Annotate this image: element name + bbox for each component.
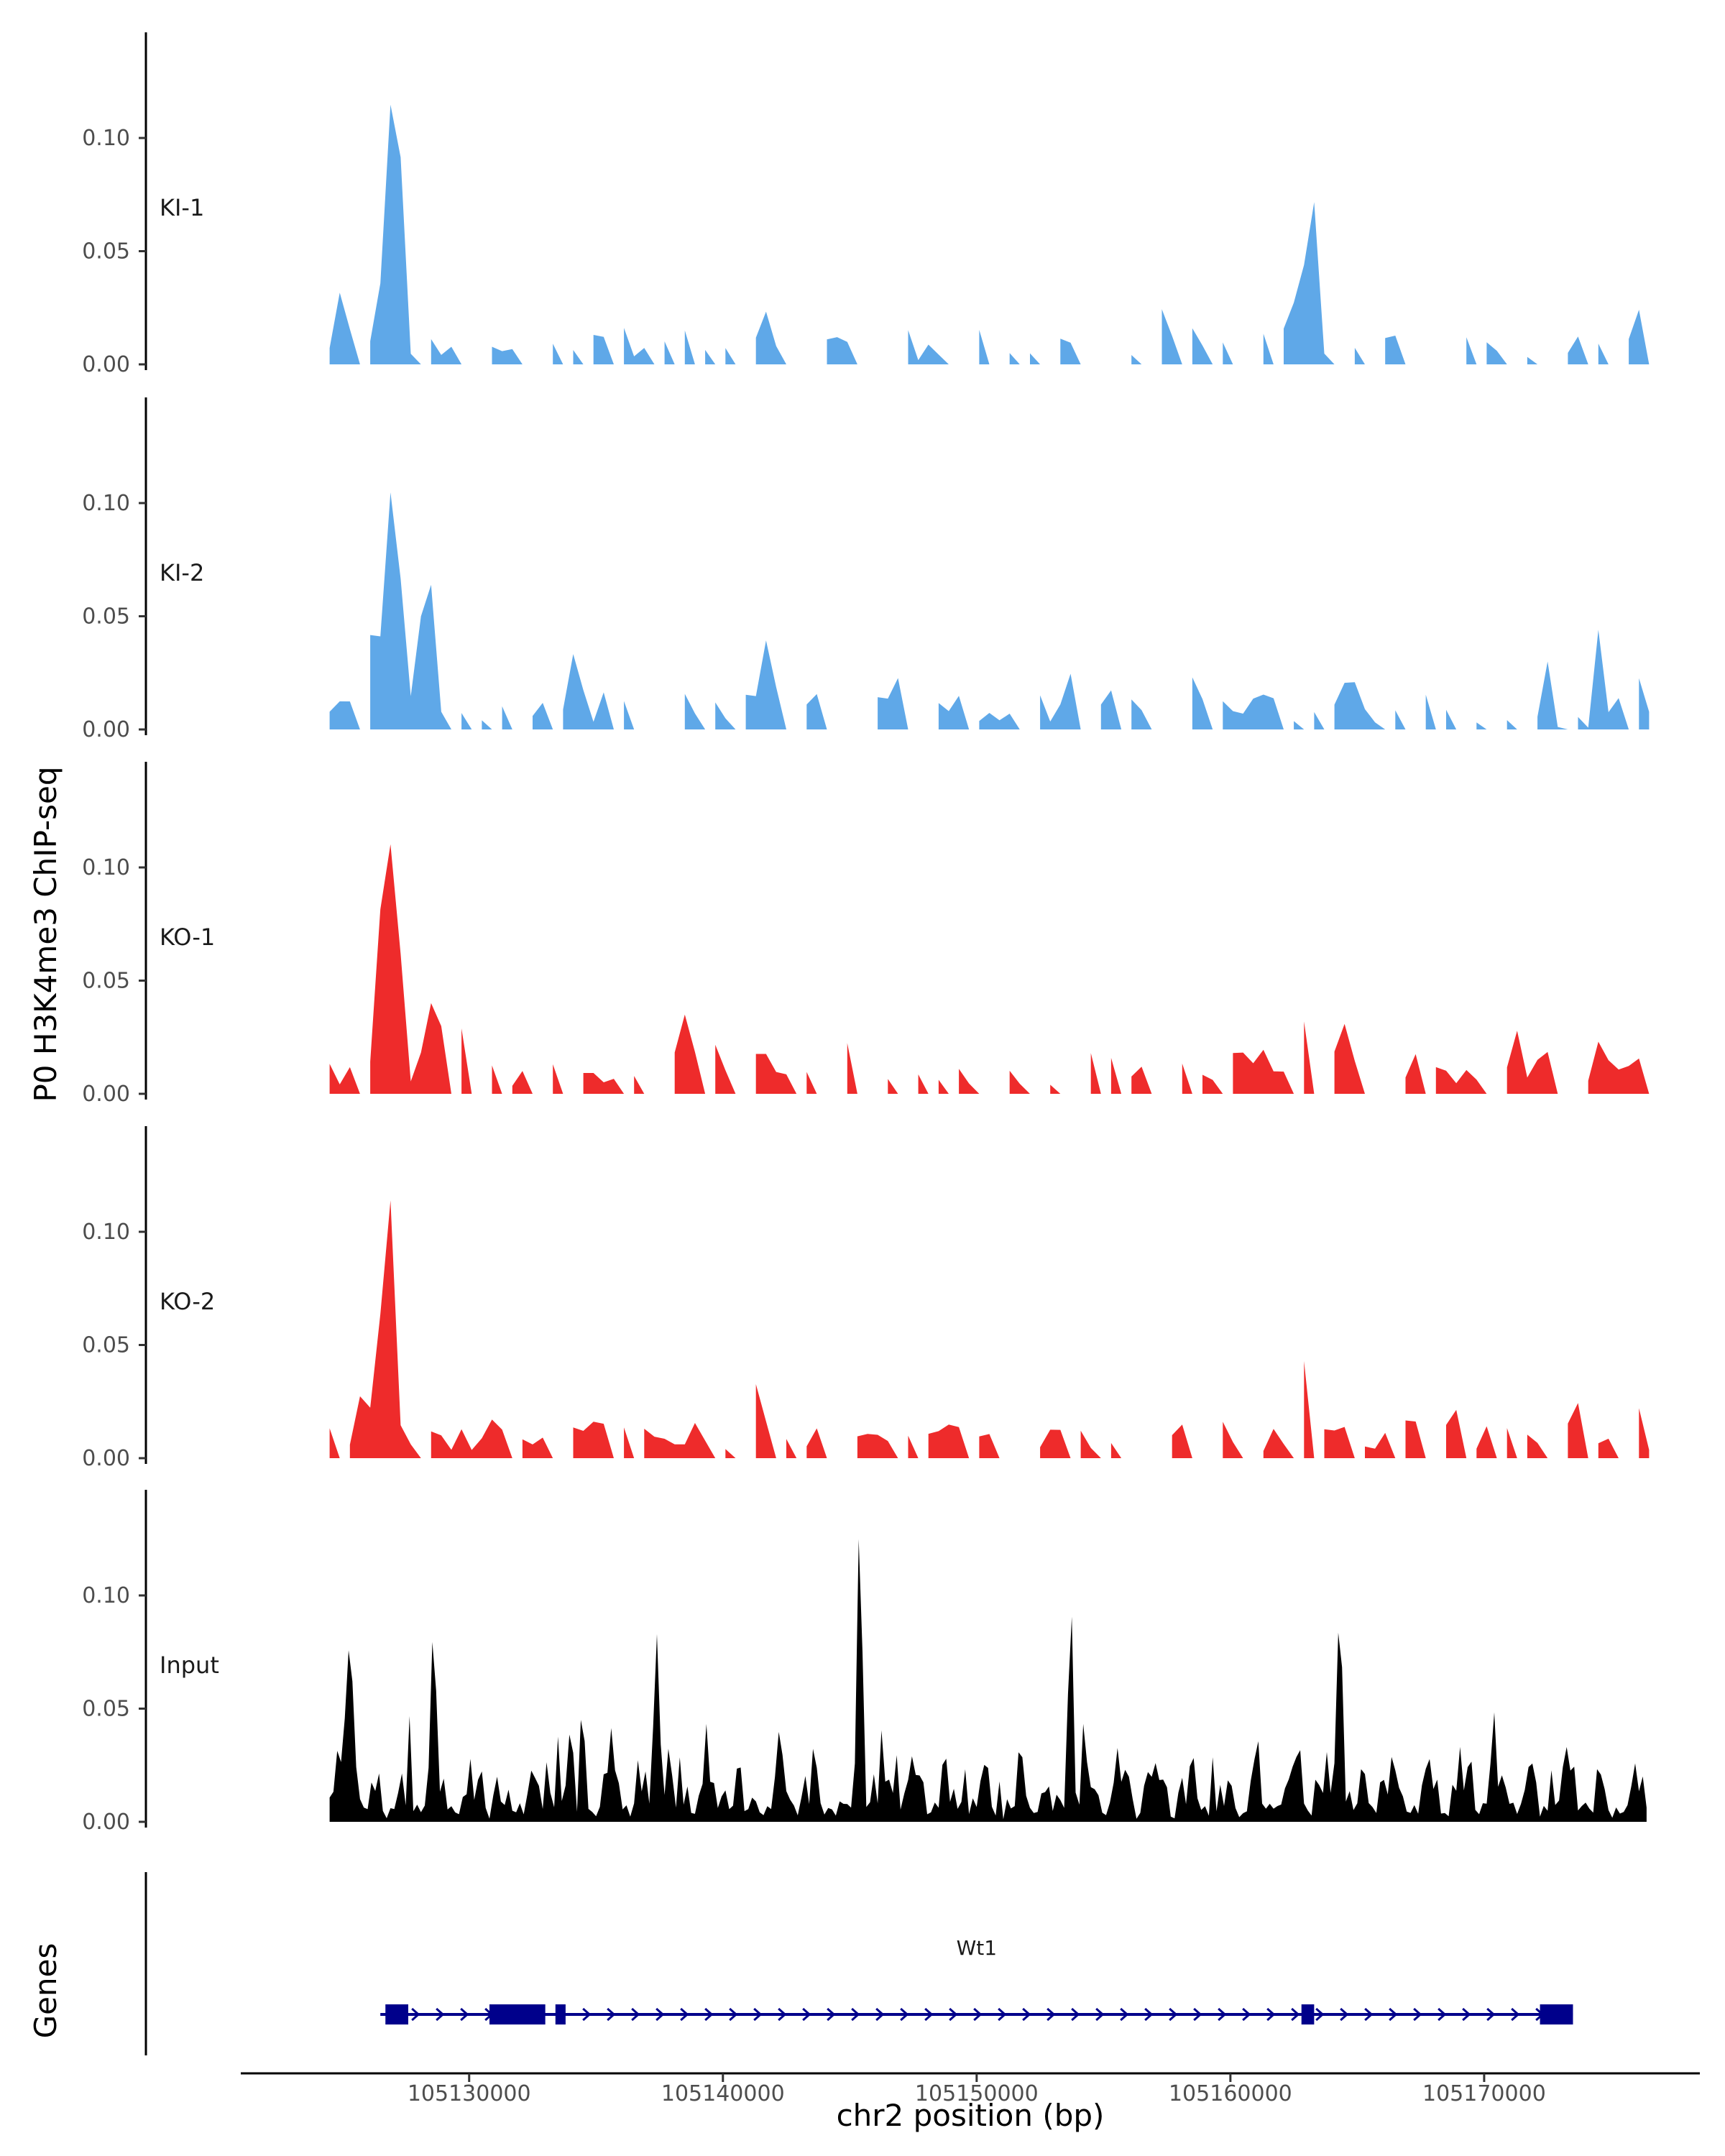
panel-label: KI-1: [160, 194, 204, 221]
strand-arrow: [1218, 2007, 1227, 2022]
strand-arrow: [1120, 2007, 1129, 2022]
signal-area-input: [329, 1539, 1647, 1822]
signal-area-ko-1: [329, 844, 1650, 1094]
strand-arrow: [753, 2007, 763, 2022]
strand-arrow: [827, 2007, 836, 2022]
strand-arrow: [631, 2007, 640, 2022]
exon: [1540, 2004, 1573, 2024]
exon: [385, 2004, 409, 2024]
strand-arrow: [607, 2007, 616, 2022]
strand-arrow: [656, 2007, 665, 2022]
strand-arrow: [1144, 2007, 1154, 2022]
y-tick-label: 0.00: [82, 717, 130, 742]
strand-arrow: [1438, 2007, 1447, 2022]
panel-input: 0.00 0.05 0.10 Input: [82, 1490, 1647, 1835]
y-axis-title: P0 H3K4me3 ChIP-seq: [28, 766, 63, 1102]
x-axis: 105130000 105140000 105150000 105160000 1051…: [241, 2072, 1700, 2106]
y-tick-label: 0.10: [82, 491, 130, 516]
y-tick-label: 0.00: [82, 352, 130, 377]
exon: [555, 2004, 566, 2024]
exon: [1301, 2004, 1315, 2024]
signal-area-ko-2: [329, 1200, 1650, 1458]
x-axis-title: chr2 position (bp): [837, 2098, 1105, 2133]
y-tick-label: 0.10: [82, 1583, 130, 1608]
strand-arrow: [924, 2007, 934, 2022]
y-tick-label: 0.10: [82, 126, 130, 151]
panel-ko-1: 0.00 0.05 0.10 KO-1: [82, 762, 1650, 1107]
strand-arrow: [1413, 2007, 1422, 2022]
panel-label: KO-1: [160, 923, 215, 951]
strand-arrow: [1266, 2007, 1276, 2022]
panel-label: KI-2: [160, 559, 204, 586]
strand-arrow: [778, 2007, 787, 2022]
gene-track-title: Genes: [28, 1943, 63, 2039]
y-tick-label: 0.05: [82, 1333, 130, 1358]
strand-arrow: [1340, 2007, 1349, 2022]
strand-arrow: [460, 2007, 469, 2022]
strand-arrow: [1315, 2007, 1325, 2022]
strand-arrow: [582, 2007, 592, 2022]
strand-arrow: [802, 2007, 811, 2022]
strand-arrow: [729, 2007, 738, 2022]
strand-arrow: [680, 2007, 689, 2022]
x-tick-label: 105150000: [915, 2081, 1039, 2106]
strand-arrow: [1046, 2007, 1056, 2022]
panel-ki-2: 0.00 0.05 0.10 KI-2: [82, 397, 1650, 742]
y-tick-label: 0.10: [82, 1220, 130, 1245]
strand-arrow: [949, 2007, 958, 2022]
signal-area-ki-1: [329, 104, 1650, 364]
strand-arrow: [998, 2007, 1007, 2022]
strand-arrow: [1462, 2007, 1471, 2022]
strand-arrow: [1389, 2007, 1398, 2022]
strand-arrow: [1486, 2007, 1496, 2022]
y-tick-label: 0.05: [82, 1697, 130, 1722]
strand-arrow: [704, 2007, 714, 2022]
strand-arrow: [411, 2007, 420, 2022]
strand-arrow: [973, 2007, 983, 2022]
strand-arrow: [1291, 2007, 1300, 2022]
strand-arrow: [1022, 2007, 1031, 2022]
signal-panels: 0.00 0.05 0.10 KI-1 0.00 0.05 0.10 KI-2 0.00 0.05…: [82, 32, 1650, 1835]
strand-arrow: [900, 2007, 909, 2022]
y-tick-label: 0.05: [82, 239, 130, 264]
strand-arrow: [875, 2007, 885, 2022]
x-tick-label: 105170000: [1422, 2081, 1546, 2106]
y-tick-label: 0.05: [82, 969, 130, 994]
strand-arrow: [436, 2007, 445, 2022]
strand-arrow: [1169, 2007, 1178, 2022]
strand-arrow: [1242, 2007, 1251, 2022]
strand-arrow: [1364, 2007, 1374, 2022]
y-tick-label: 0.00: [82, 1446, 130, 1471]
exon: [489, 2004, 546, 2024]
y-tick-label: 0.00: [82, 1810, 130, 1835]
x-tick-label: 105140000: [661, 2081, 785, 2106]
y-tick-label: 0.10: [82, 855, 130, 880]
strand-arrow: [1095, 2007, 1105, 2022]
panel-ko-2: 0.00 0.05 0.10 KO-2: [82, 1126, 1650, 1471]
gene-name-label: Wt1: [957, 1936, 997, 1960]
strand-arrow: [1511, 2007, 1520, 2022]
panel-label: Input: [160, 1651, 219, 1679]
strand-arrow: [1071, 2007, 1080, 2022]
y-tick-label: 0.05: [82, 604, 130, 630]
panel-label: KO-2: [160, 1288, 215, 1315]
x-tick-label: 105160000: [1169, 2081, 1292, 2106]
panel-ki-1: 0.00 0.05 0.10 KI-1: [82, 32, 1650, 377]
x-tick-label: 105130000: [408, 2081, 531, 2106]
gene-track: [144, 1872, 1573, 2055]
strand-arrow: [851, 2007, 860, 2022]
y-tick-label: 0.00: [82, 1082, 130, 1107]
strand-arrow: [1193, 2007, 1202, 2022]
